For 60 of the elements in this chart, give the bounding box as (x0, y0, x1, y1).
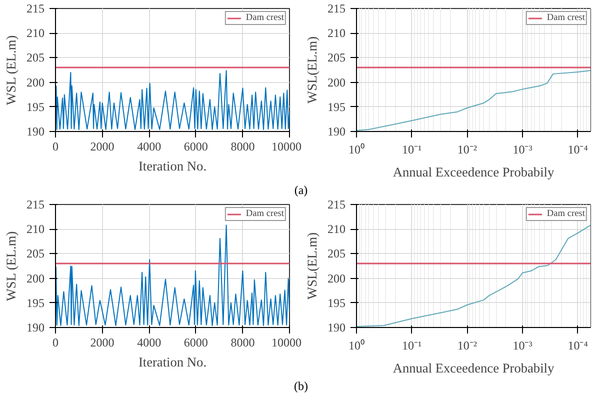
legend-label: Dam crest (546, 13, 585, 23)
y-tick-label: 205 (26, 50, 44, 65)
y-axis-title: WSL(EL.m) (304, 232, 320, 300)
x-tick-label: 2000 (90, 140, 114, 154)
x-tick-label: 10⁻² (457, 142, 478, 156)
x-axis-title: Iteration No. (138, 158, 207, 174)
y-tick-label: 200 (26, 75, 44, 90)
x-tick-label: 10⁰ (348, 142, 364, 156)
x-tick-label: 8000 (230, 140, 255, 154)
x-axis-title: Annual Exceedence Probabily (392, 164, 555, 180)
y-tick-label: 195 (26, 100, 44, 114)
y-tick-label: 215 (26, 2, 44, 16)
y-tick-label: 190 (26, 320, 44, 334)
y-tick-label: 200 (328, 75, 346, 90)
x-tick-label: 10⁻³ (512, 338, 533, 352)
y-tick-label: 200 (26, 271, 44, 286)
x-tick-label: 2000 (90, 336, 114, 350)
y-tick-label: 200 (328, 271, 346, 286)
y-tick-label: 205 (328, 246, 346, 261)
y-tick-label: 195 (328, 100, 346, 114)
x-tick-label: 0 (52, 336, 58, 350)
y-axis-title: WSL (EL.m) (4, 231, 18, 302)
x-tick-label: 0 (52, 140, 58, 154)
x-tick-label: 4000 (137, 140, 162, 154)
y-tick-label: 210 (328, 26, 346, 40)
x-axis-title: Iteration No. (138, 354, 207, 370)
y-tick-label: 210 (26, 26, 44, 40)
x-tick-label: 10000 (272, 140, 302, 154)
legend-label: Dam crest (546, 209, 585, 219)
x-tick-label: 8000 (230, 336, 255, 350)
y-tick-label: 205 (26, 246, 44, 261)
y-axis-title: WSL(EL.m) (304, 36, 320, 104)
y-tick-label: 210 (328, 222, 346, 236)
legend-label: Dam crest (246, 209, 284, 219)
x-tick-label: 10⁻¹ (402, 338, 422, 352)
text: (b) (294, 378, 308, 395)
x-tick-label: 10⁻¹ (402, 142, 422, 156)
x-tick-label: 10000 (272, 336, 302, 350)
y-tick-label: 195 (26, 296, 44, 310)
y-tick-label: 215 (26, 198, 44, 212)
x-tick-label: 4000 (137, 336, 162, 350)
y-tick-label: 190 (26, 124, 44, 138)
x-tick-label: 10⁻³ (512, 142, 533, 156)
x-tick-label: 6000 (184, 336, 208, 350)
x-tick-label: 10⁻⁴ (568, 142, 588, 156)
y-tick-label: 215 (328, 198, 346, 212)
y-tick-label: 215 (328, 2, 346, 16)
y-tick-label: 190 (328, 320, 346, 334)
x-tick-label: 6000 (184, 140, 208, 154)
y-tick-label: 190 (328, 124, 346, 138)
text: (a) (294, 182, 308, 199)
y-tick-label: 210 (26, 222, 44, 236)
legend-label: Dam crest (246, 13, 284, 23)
y-axis-title: WSL (EL.m) (4, 35, 18, 106)
x-tick-label: 10⁻⁴ (568, 338, 588, 352)
x-tick-label: 10⁰ (348, 338, 364, 352)
x-tick-label: 10⁻² (457, 338, 478, 352)
y-tick-label: 205 (328, 50, 346, 65)
x-axis-title: Annual Exceedence Probabily (392, 360, 555, 376)
y-tick-label: 195 (328, 296, 346, 310)
